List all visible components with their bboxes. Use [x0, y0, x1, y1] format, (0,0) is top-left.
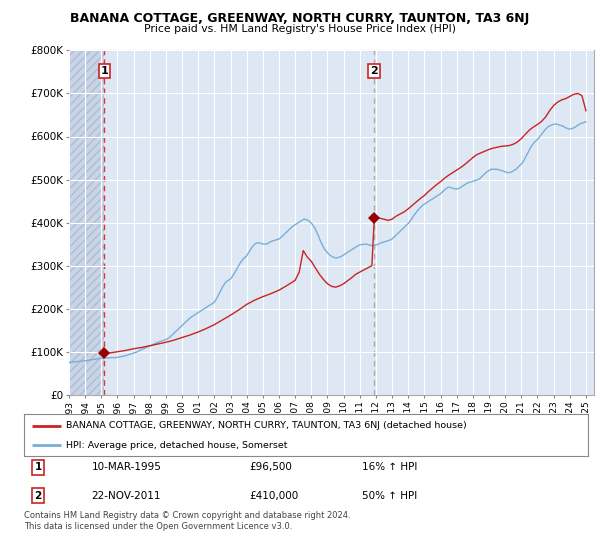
Text: 2: 2 — [34, 491, 42, 501]
Text: BANANA COTTAGE, GREENWAY, NORTH CURRY, TAUNTON, TA3 6NJ (detached house): BANANA COTTAGE, GREENWAY, NORTH CURRY, T… — [66, 421, 467, 430]
Text: £410,000: £410,000 — [250, 491, 299, 501]
Text: 2: 2 — [370, 66, 378, 76]
Text: 1: 1 — [34, 463, 42, 473]
Text: 10-MAR-1995: 10-MAR-1995 — [92, 463, 161, 473]
Text: HPI: Average price, detached house, Somerset: HPI: Average price, detached house, Some… — [66, 441, 288, 450]
Text: BANANA COTTAGE, GREENWAY, NORTH CURRY, TAUNTON, TA3 6NJ: BANANA COTTAGE, GREENWAY, NORTH CURRY, T… — [70, 12, 530, 25]
Text: Price paid vs. HM Land Registry's House Price Index (HPI): Price paid vs. HM Land Registry's House … — [144, 24, 456, 34]
Text: 22-NOV-2011: 22-NOV-2011 — [92, 491, 161, 501]
Bar — [69, 50, 104, 395]
Text: £96,500: £96,500 — [250, 463, 292, 473]
Text: 50% ↑ HPI: 50% ↑ HPI — [362, 491, 418, 501]
Text: 1: 1 — [101, 66, 108, 76]
Text: 16% ↑ HPI: 16% ↑ HPI — [362, 463, 418, 473]
Text: Contains HM Land Registry data © Crown copyright and database right 2024.
This d: Contains HM Land Registry data © Crown c… — [24, 511, 350, 531]
